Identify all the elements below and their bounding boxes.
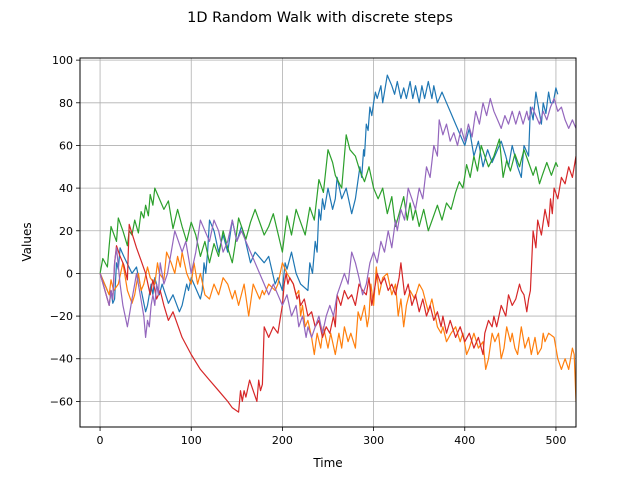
series-line-5 [99,97,576,338]
x-tick-label: 0 [97,434,104,447]
grid-lines [80,58,576,427]
series-layer [99,74,576,413]
x-tick-label: 300 [363,434,384,447]
y-tick-label: 20 [59,225,73,238]
x-tick-label: 500 [545,434,566,447]
y-tick-label: 0 [66,267,73,280]
y-tick-label: −40 [50,353,73,366]
y-tick-label: 80 [59,97,73,110]
chart-title: 1D Random Walk with discrete steps [187,10,453,26]
x-axis: 0 100 200 300 400 500 [97,427,566,447]
y-tick-label: 100 [52,54,73,67]
x-tick-label: 200 [272,434,293,447]
y-tick-label: −20 [50,310,73,323]
plot-frame [79,57,577,428]
x-axis-label: Time [312,456,342,470]
y-axis-label: Values [20,222,34,261]
y-axis: −60 −40 −20 0 20 40 60 80 100 [50,54,80,408]
y-tick-label: 40 [59,182,73,195]
y-tick-label: 60 [59,139,73,152]
series-line-2 [99,251,576,402]
series-line-4 [99,156,576,413]
y-tick-label: −60 [50,395,73,408]
x-tick-label: 400 [454,434,475,447]
series-line-1 [99,74,559,313]
series-line-3 [99,134,559,274]
x-tick-label: 100 [181,434,202,447]
